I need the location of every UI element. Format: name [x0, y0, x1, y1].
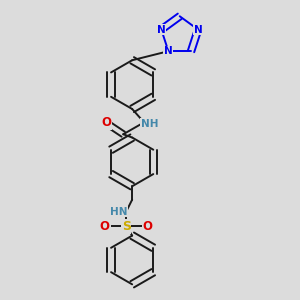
- Text: S: S: [122, 220, 131, 233]
- Text: O: O: [101, 116, 111, 129]
- Text: NH: NH: [141, 119, 158, 129]
- Text: N: N: [194, 25, 203, 34]
- Text: HN: HN: [110, 206, 128, 217]
- Text: N: N: [157, 25, 166, 34]
- Text: O: O: [100, 220, 110, 233]
- Text: O: O: [142, 220, 153, 233]
- Text: N: N: [164, 46, 173, 56]
